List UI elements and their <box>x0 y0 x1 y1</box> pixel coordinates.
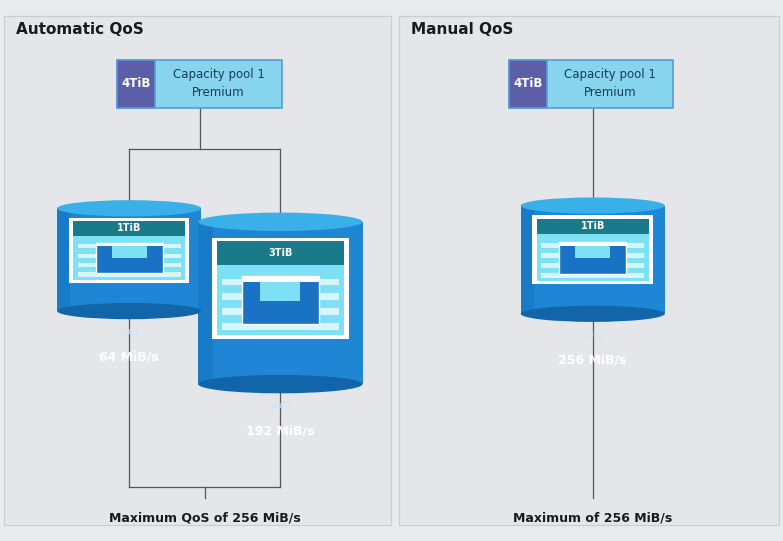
Ellipse shape <box>57 303 201 319</box>
FancyBboxPatch shape <box>399 16 779 525</box>
Text: 192 MiB/s: 192 MiB/s <box>246 425 315 438</box>
FancyBboxPatch shape <box>78 254 181 258</box>
FancyBboxPatch shape <box>261 276 300 301</box>
FancyBboxPatch shape <box>222 293 339 300</box>
FancyBboxPatch shape <box>217 241 344 265</box>
Text: Maximum QoS of 256 MiB/s: Maximum QoS of 256 MiB/s <box>109 511 301 524</box>
Polygon shape <box>521 206 534 314</box>
FancyBboxPatch shape <box>96 243 163 246</box>
FancyBboxPatch shape <box>117 60 155 108</box>
Ellipse shape <box>198 375 363 393</box>
FancyBboxPatch shape <box>78 273 181 276</box>
Text: Automatic QoS: Automatic QoS <box>16 22 143 37</box>
Polygon shape <box>521 206 665 314</box>
FancyBboxPatch shape <box>211 237 349 339</box>
Polygon shape <box>198 222 363 384</box>
Text: 3TiB: 3TiB <box>268 248 293 258</box>
FancyBboxPatch shape <box>541 263 644 268</box>
Text: Maximum of 256 MiB/s: Maximum of 256 MiB/s <box>513 511 673 524</box>
FancyBboxPatch shape <box>222 279 339 285</box>
Ellipse shape <box>198 213 363 231</box>
FancyBboxPatch shape <box>74 221 185 235</box>
Text: Vol2: Vol2 <box>269 401 291 411</box>
Text: 1TiB: 1TiB <box>117 223 142 233</box>
FancyBboxPatch shape <box>509 60 673 108</box>
Ellipse shape <box>521 306 665 322</box>
FancyBboxPatch shape <box>222 323 339 330</box>
FancyBboxPatch shape <box>112 243 146 259</box>
Text: Vol1: Vol1 <box>582 330 604 340</box>
FancyBboxPatch shape <box>217 265 344 335</box>
FancyBboxPatch shape <box>78 263 181 267</box>
Text: Manual QoS: Manual QoS <box>411 22 514 37</box>
Text: 4TiB: 4TiB <box>121 77 151 90</box>
Polygon shape <box>57 208 201 311</box>
FancyBboxPatch shape <box>532 215 653 285</box>
Text: 4TiB: 4TiB <box>513 77 543 90</box>
Polygon shape <box>198 222 213 384</box>
FancyBboxPatch shape <box>576 242 610 259</box>
FancyBboxPatch shape <box>4 16 392 525</box>
FancyBboxPatch shape <box>117 60 282 108</box>
FancyBboxPatch shape <box>559 242 626 246</box>
FancyBboxPatch shape <box>537 219 648 234</box>
FancyBboxPatch shape <box>242 276 319 324</box>
Ellipse shape <box>57 200 201 216</box>
FancyBboxPatch shape <box>74 235 185 280</box>
Text: Vol1: Vol1 <box>118 327 140 337</box>
Text: 1TiB: 1TiB <box>580 221 605 232</box>
FancyBboxPatch shape <box>222 308 339 315</box>
FancyBboxPatch shape <box>541 243 644 248</box>
FancyBboxPatch shape <box>559 242 626 274</box>
FancyBboxPatch shape <box>541 253 644 258</box>
FancyBboxPatch shape <box>242 276 319 282</box>
Text: 64 MiB/s: 64 MiB/s <box>99 351 159 364</box>
Text: Capacity pool 1
Premium: Capacity pool 1 Premium <box>564 68 656 100</box>
FancyBboxPatch shape <box>537 234 648 281</box>
FancyBboxPatch shape <box>69 217 189 283</box>
Text: Capacity pool 1
Premium: Capacity pool 1 Premium <box>172 68 265 100</box>
FancyBboxPatch shape <box>96 243 163 273</box>
Ellipse shape <box>521 197 665 214</box>
FancyBboxPatch shape <box>541 273 644 278</box>
FancyBboxPatch shape <box>509 60 547 108</box>
FancyBboxPatch shape <box>78 245 181 248</box>
Polygon shape <box>57 208 70 311</box>
Text: 256 MiB/s: 256 MiB/s <box>558 353 627 366</box>
